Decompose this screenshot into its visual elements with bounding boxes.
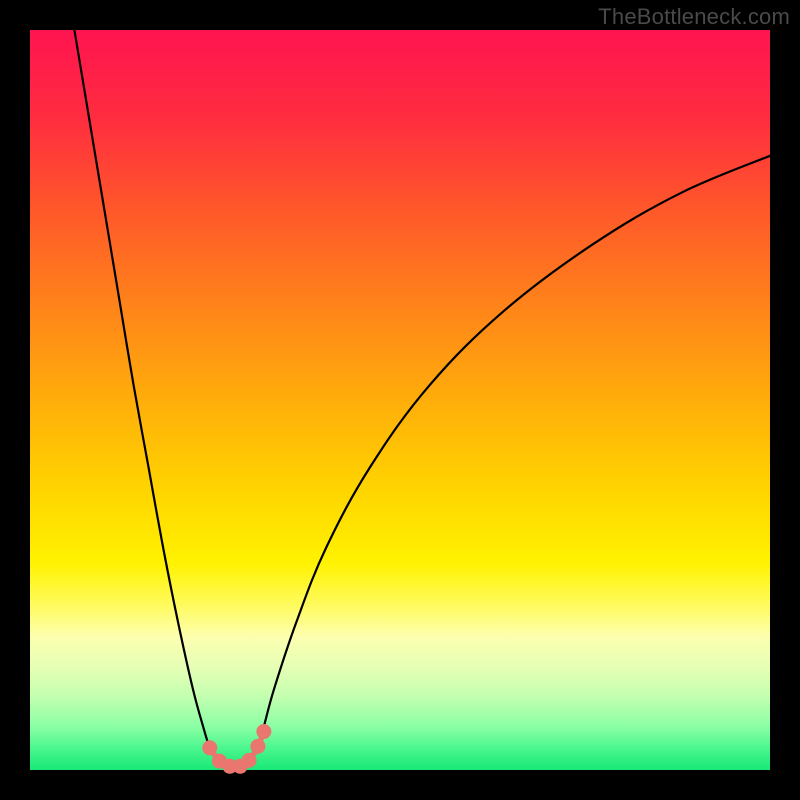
marker-dot bbox=[203, 741, 217, 755]
marker-dot bbox=[251, 739, 265, 753]
stage: TheBottleneck.com bbox=[0, 0, 800, 800]
gradient-background bbox=[30, 30, 770, 770]
watermark-text: TheBottleneck.com bbox=[598, 4, 790, 30]
marker-dot bbox=[257, 725, 271, 739]
marker-dot bbox=[242, 753, 256, 767]
bottleneck-chart bbox=[0, 0, 800, 800]
